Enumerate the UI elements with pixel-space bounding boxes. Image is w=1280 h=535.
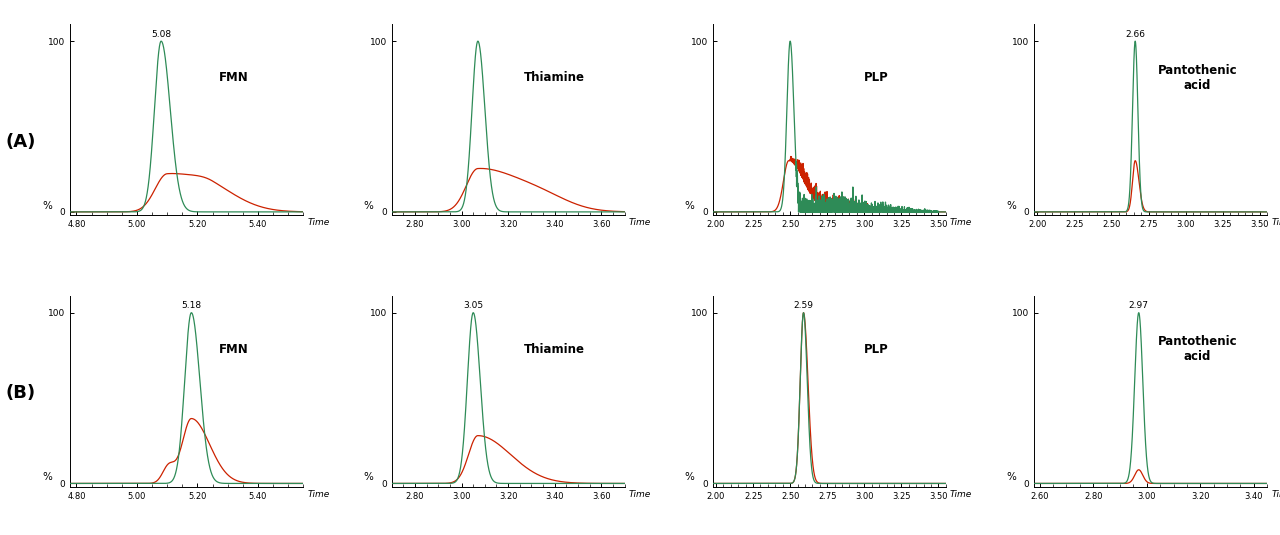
Text: (A): (A) xyxy=(5,133,36,151)
Y-axis label: %: % xyxy=(364,201,374,211)
Text: Time: Time xyxy=(628,490,652,499)
Text: 3.05: 3.05 xyxy=(463,301,484,310)
Text: 2.97: 2.97 xyxy=(1129,301,1148,310)
Y-axis label: %: % xyxy=(364,472,374,482)
Text: Thiamine: Thiamine xyxy=(525,71,585,84)
Text: Time: Time xyxy=(307,490,330,499)
Text: Time: Time xyxy=(950,218,973,227)
Text: FMN: FMN xyxy=(219,71,248,84)
Text: Time: Time xyxy=(307,218,330,227)
Text: Time: Time xyxy=(1271,490,1280,499)
Y-axis label: %: % xyxy=(1006,201,1016,211)
Text: 2.59: 2.59 xyxy=(794,301,814,310)
Y-axis label: %: % xyxy=(685,472,695,482)
Text: Time: Time xyxy=(628,218,652,227)
Text: FMN: FMN xyxy=(219,342,248,356)
Text: 5.08: 5.08 xyxy=(151,29,172,39)
Text: Pantothenic
acid: Pantothenic acid xyxy=(1157,64,1238,91)
Y-axis label: %: % xyxy=(1006,472,1016,482)
Text: Time: Time xyxy=(1271,218,1280,227)
Text: Pantothenic
acid: Pantothenic acid xyxy=(1157,335,1238,363)
Text: Thiamine: Thiamine xyxy=(525,342,585,356)
Text: (B): (B) xyxy=(5,384,36,402)
Text: PLP: PLP xyxy=(864,71,888,84)
Text: 2.66: 2.66 xyxy=(1125,29,1146,39)
Text: Time: Time xyxy=(950,490,973,499)
Y-axis label: %: % xyxy=(42,472,52,482)
Y-axis label: %: % xyxy=(42,201,52,211)
Y-axis label: %: % xyxy=(685,201,695,211)
Text: 5.18: 5.18 xyxy=(182,301,201,310)
Text: PLP: PLP xyxy=(864,342,888,356)
